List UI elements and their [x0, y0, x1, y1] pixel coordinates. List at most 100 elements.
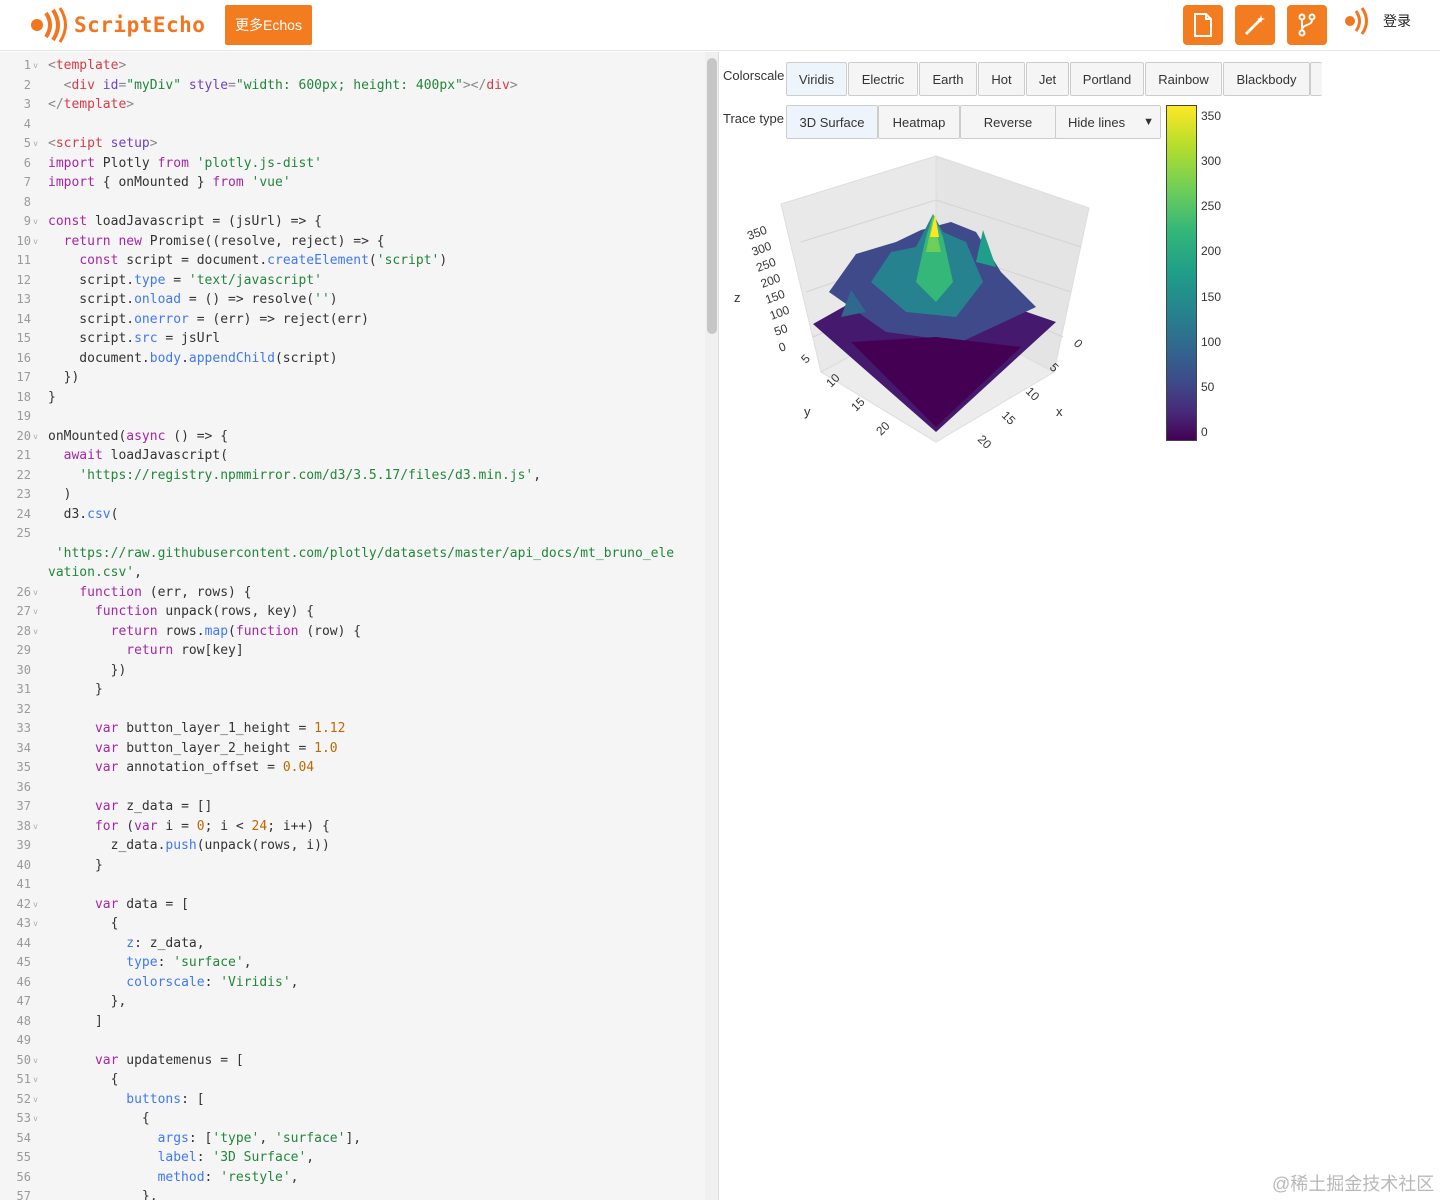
code-line[interactable]: import { onMounted } from 'vue'	[48, 173, 291, 193]
code-line[interactable]: method: 'restyle',	[48, 1168, 299, 1188]
code-line[interactable]: },	[48, 1187, 158, 1200]
fold-toggle-icon[interactable]: v	[33, 899, 38, 909]
code-line[interactable]: 'https://registry.npmmirror.com/d3/3.5.1…	[48, 466, 541, 486]
code-line[interactable]: script.onerror = (err) => reject(err)	[48, 310, 369, 330]
code-line[interactable]: {	[48, 1109, 150, 1129]
code-line[interactable]: onMounted(async () => {	[48, 427, 228, 447]
code-line[interactable]: return row[key]	[48, 641, 243, 661]
code-line[interactable]: buttons: [	[48, 1090, 204, 1110]
code-line[interactable]: label: '3D Surface',	[48, 1148, 315, 1168]
code-line[interactable]: var data = [	[48, 895, 189, 915]
fold-toggle-icon[interactable]: v	[33, 1055, 38, 1065]
code-line[interactable]: for (var i = 0; i < 24; i++) {	[48, 817, 330, 837]
code-line[interactable]: })	[48, 368, 80, 388]
magic-button[interactable]	[1235, 5, 1275, 45]
code-line[interactable]: return new Promise((resolve, reject) => …	[48, 232, 385, 252]
code-line[interactable]: }	[48, 388, 56, 408]
code-line[interactable]: </template>	[48, 95, 134, 115]
code-line[interactable]: )	[48, 485, 72, 505]
code-line[interactable]: await loadJavascript(	[48, 446, 228, 466]
fold-toggle-icon[interactable]: v	[33, 139, 38, 148]
more-echos-button[interactable]: 更多Echos	[225, 5, 312, 45]
lines-dropdown[interactable]: Hide lines ▼	[1055, 105, 1161, 139]
colorscale-button-rainbow[interactable]: Rainbow	[1145, 62, 1222, 96]
code-token	[48, 955, 126, 970]
code-line[interactable]: },	[48, 992, 127, 1012]
code-line[interactable]: z_data.push(unpack(rows, i))	[48, 836, 330, 856]
code-line[interactable]: const loadJavascript = (jsUrl) => {	[48, 212, 322, 232]
code-line[interactable]: var z_data = []	[48, 797, 212, 817]
avatar[interactable]	[1343, 6, 1373, 36]
code-line[interactable]: var annotation_offset = 0.04	[48, 758, 314, 778]
code-line[interactable]: z: z_data,	[48, 934, 204, 954]
code-editor[interactable]: 1 v 2 3 4 5 v 6 7 8 9 v 10 v 11 12 13 14 15 16 17 18 19 20 v 21 22…	[0, 52, 719, 1200]
code-line[interactable]: script.src = jsUrl	[48, 329, 220, 349]
colorscale-label: Colorscale	[723, 68, 785, 83]
colorscale-button-viridis[interactable]: Viridis	[786, 62, 847, 96]
code-line[interactable]: {	[48, 1070, 119, 1090]
code-line[interactable]: ]	[48, 1012, 103, 1032]
trace-type-button-1[interactable]: Heatmap	[878, 105, 960, 139]
code-line[interactable]: script.onload = () => resolve('')	[48, 290, 337, 310]
code-token: "width: 600px; height: 400px"	[235, 77, 463, 93]
code-line[interactable]: args: ['type', 'surface'],	[48, 1129, 362, 1149]
fold-toggle-icon[interactable]: v	[33, 821, 38, 831]
fold-toggle-icon	[31, 154, 40, 174]
fold-toggle-icon[interactable]: v	[33, 1075, 38, 1084]
code-line[interactable]: 'https://raw.githubusercontent.com/plotl…	[48, 544, 674, 564]
colorscale-button-hot[interactable]: Hot	[978, 62, 1025, 96]
fold-toggle-icon[interactable]: v	[33, 61, 38, 70]
reverse-button[interactable]: Reverse	[960, 105, 1056, 139]
line-number-text: 39	[16, 838, 31, 852]
fold-toggle-icon[interactable]: v	[33, 431, 38, 441]
code-line[interactable]: const script = document.createElement('s…	[48, 251, 447, 271]
colorscale-button-portland[interactable]: Portland	[1070, 62, 1144, 96]
code-line[interactable]: }	[48, 856, 103, 876]
fold-toggle-icon[interactable]: v	[33, 626, 38, 636]
code-line[interactable]: <script setup>	[48, 134, 158, 154]
login-link[interactable]: 登录	[1383, 13, 1411, 29]
fold-toggle-icon[interactable]: v	[33, 607, 38, 616]
code-line[interactable]: function (err, rows) {	[48, 583, 251, 603]
colorscale-button-electric[interactable]: Electric	[848, 62, 918, 96]
code-line[interactable]: d3.csv(	[48, 505, 119, 525]
editor-scroll-track[interactable]	[705, 52, 718, 1200]
code-line[interactable]: script.type = 'text/javascript'	[48, 271, 322, 291]
code-line[interactable]: var button_layer_1_height = 1.12	[48, 719, 345, 739]
trace-type-button-0[interactable]: 3D Surface	[786, 105, 878, 139]
fold-toggle-icon[interactable]: v	[33, 919, 38, 928]
code-token: (	[368, 253, 377, 268]
colorscale-button-jet[interactable]: Jet	[1026, 62, 1069, 96]
code-line[interactable]: <div id="myDiv" style="width: 600px; hei…	[48, 76, 518, 96]
code-line[interactable]: })	[48, 661, 127, 681]
code-line[interactable]: function unpack(rows, key) {	[48, 602, 314, 622]
fold-toggle-icon[interactable]: v	[33, 217, 38, 226]
fold-toggle-icon[interactable]: v	[33, 1114, 38, 1123]
code-line[interactable]: <template>	[48, 56, 126, 76]
colorscale-overflow-button[interactable]	[1310, 62, 1322, 96]
fold-toggle-icon[interactable]: v	[33, 1094, 38, 1104]
brand-logo[interactable]: ScriptEcho	[29, 7, 205, 43]
fork-button[interactable]	[1287, 5, 1327, 45]
editor-scrollbar[interactable]	[707, 58, 717, 334]
code-line[interactable]: import Plotly from 'plotly.js-dist'	[48, 154, 322, 174]
line-number: 12	[0, 271, 40, 291]
code-line[interactable]: return rows.map(function (row) {	[48, 622, 362, 642]
line-number: 17	[0, 368, 40, 388]
line-number: 29	[0, 641, 40, 661]
code-line[interactable]: type: 'surface',	[48, 953, 251, 973]
fold-toggle-icon[interactable]: v	[33, 236, 38, 246]
code-line[interactable]: colorscale: 'Viridis',	[48, 973, 298, 993]
code-line[interactable]: }	[48, 680, 103, 700]
new-file-button[interactable]	[1183, 5, 1223, 45]
code-line[interactable]: document.body.appendChild(script)	[48, 349, 337, 369]
code-line[interactable]: vation.csv',	[48, 563, 142, 583]
code-line[interactable]: var button_layer_2_height = 1.0	[48, 739, 338, 759]
line-number-text: 12	[16, 272, 31, 287]
colorscale-button-blackbody[interactable]: Blackbody	[1223, 62, 1310, 96]
fold-toggle-icon[interactable]: v	[33, 587, 38, 597]
code-line[interactable]: {	[48, 914, 119, 934]
code-line[interactable]: var updatemenus = [	[48, 1051, 244, 1071]
colorscale-button-earth[interactable]: Earth	[919, 62, 977, 96]
